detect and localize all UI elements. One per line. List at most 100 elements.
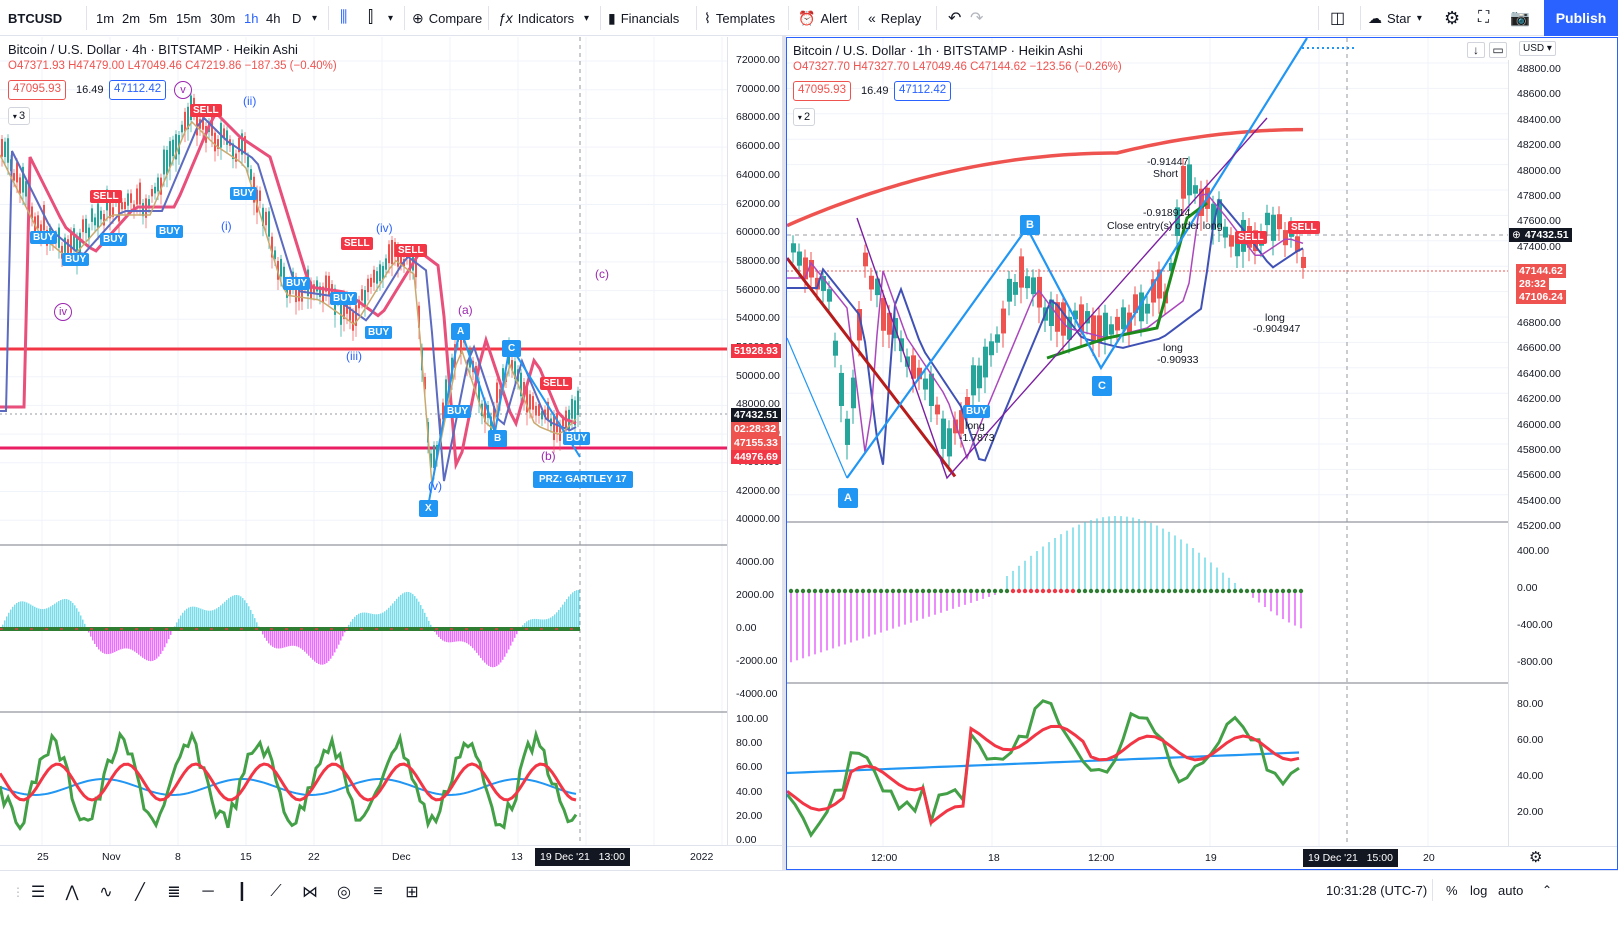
candle-body [484, 401, 486, 423]
timeframe-d[interactable]: D [292, 10, 302, 26]
drag-handle-icon[interactable]: ⋮ [12, 885, 24, 899]
candle-chart-type-icon[interactable]: ⫿ [368, 9, 374, 26]
horizontal-line-icon[interactable]: ─ [202, 883, 214, 900]
candles-icon[interactable]: ┃ [237, 884, 247, 901]
chart-splitter[interactable] [782, 36, 786, 870]
timeframe-5m[interactable]: 5m [149, 10, 168, 26]
pattern-point-x: X [419, 500, 438, 517]
elliott-wave-icon[interactable]: ∿ [99, 884, 113, 901]
right-last-price-tag: ⊕ 47432.51 [1509, 228, 1572, 242]
right-time-axis[interactable]: 12:00 18 12:00 19 20 [787, 846, 1617, 869]
macd-dot [1034, 588, 1040, 594]
right-indicator-toggle[interactable]: ▾ 2 [793, 108, 815, 126]
left-bid-box[interactable]: 47095.93 [8, 80, 66, 100]
macd-dot [1010, 588, 1016, 594]
left-ask-box[interactable]: 47112.42 [109, 80, 167, 100]
ray-icon[interactable]: ╱ [135, 884, 145, 901]
financials-button[interactable]: ▮ Financials [608, 9, 680, 26]
gear-icon[interactable]: ⚙ [1444, 7, 1461, 28]
publish-button[interactable]: Publish [1544, 0, 1618, 36]
macd-bar [212, 610, 214, 629]
candle-body [496, 382, 498, 403]
candle-body [343, 293, 345, 319]
clock-display[interactable]: 10:31:28 (UTC-7) [1326, 883, 1428, 898]
compare-button[interactable]: ⊕ Compare [412, 9, 483, 26]
symbol-search-button[interactable]: BTCUSD [8, 0, 62, 36]
rsi-tick-label: 40.00 [736, 785, 763, 798]
candle-body [85, 218, 87, 234]
star-button[interactable]: ☁ Star ▾ [1368, 9, 1422, 26]
right-bid-box[interactable]: 47095.93 [793, 81, 851, 101]
settings-gear-icon[interactable]: ⚙ [1529, 849, 1543, 866]
time-tick-label: Nov [102, 851, 121, 863]
candle-body [385, 258, 387, 270]
bar-chart-type-icon[interactable]: ⫼ [340, 9, 348, 26]
fullscreen-icon[interactable]: ⛶ [1478, 9, 1490, 26]
macd-bar [120, 629, 122, 650]
candle-body [418, 305, 420, 328]
timeframe-2m[interactable]: 2m [122, 10, 141, 26]
price-tick-label: 46200.00 [1517, 393, 1561, 406]
candle-body [223, 128, 225, 138]
percent-toggle[interactable]: % [1446, 883, 1458, 898]
line-tool-icon[interactable]: ⟋ [270, 883, 282, 900]
right-ask-box[interactable]: 47112.42 [894, 81, 952, 101]
candle-body [415, 254, 417, 278]
moving-average-line [1046, 201, 1208, 360]
candle-body [1199, 188, 1204, 216]
macd-dot [884, 588, 890, 594]
rsi-tick-label: 20.00 [736, 809, 763, 822]
log-toggle[interactable]: log [1470, 883, 1488, 898]
grid-tool-icon[interactable]: ⊞ [405, 884, 419, 901]
macd-bar [216, 608, 218, 629]
maximize-icon[interactable]: ▭ [1489, 42, 1507, 58]
currency-selector[interactable]: USD ▾ [1519, 41, 1556, 56]
left-indicator-toggle[interactable]: ▾ 3 [8, 107, 30, 125]
templates-button[interactable]: ⌇ Templates [704, 9, 776, 26]
macd-bar [560, 607, 562, 629]
indicators-dropdown-icon[interactable]: ▾ [584, 12, 590, 24]
macd-bar [60, 600, 62, 629]
camera-icon[interactable]: 📷 [1510, 10, 1530, 27]
redo-icon[interactable]: ↷ [970, 10, 984, 27]
channel-icon[interactable]: ≣ [167, 884, 181, 901]
timeframe-30m[interactable]: 30m [210, 10, 236, 26]
macd-dot [998, 588, 1004, 594]
candle-body [187, 106, 189, 130]
timeframe-1h[interactable]: 1h [244, 10, 259, 26]
macd-bar [220, 605, 222, 629]
macd-dot [878, 588, 884, 594]
layout-icon[interactable]: ◫ [1330, 10, 1346, 27]
timeframe-1m[interactable]: 1m [96, 10, 115, 26]
macd-bar [294, 629, 296, 646]
right-price-scale[interactable]: 48800.00 48600.00 48400.00 48200.00 48000.00… [1508, 60, 1617, 846]
macd-bar [460, 629, 462, 642]
macd-bar [200, 608, 202, 629]
candle-body [328, 275, 330, 295]
right-chart-pane[interactable]: Bitcoin / U.S. Dollar · 1h · BITSTAMP · … [786, 37, 1618, 870]
download-icon[interactable]: ↓ [1467, 42, 1485, 58]
macd-bar [512, 629, 514, 642]
timeframe-4h[interactable]: 4h [266, 10, 281, 26]
left-current-price-tag: 47155.33 [731, 436, 781, 450]
alert-button[interactable]: ⏰ Alert [798, 9, 848, 26]
pattern-icon[interactable]: ⋀ [65, 884, 79, 901]
auto-toggle[interactable]: auto [1498, 883, 1524, 898]
left-chart-pane[interactable]: Bitcoin / U.S. Dollar · 4h · BITSTAMP · … [0, 37, 782, 870]
bars-tool-icon[interactable]: ≡ [373, 883, 383, 900]
left-time-axis[interactable]: 25 Nov 8 15 22 Dec 13 2022 [0, 845, 782, 869]
replay-button[interactable]: «Replay [868, 10, 922, 26]
trend-lines-icon[interactable]: ☰ [30, 884, 46, 901]
undo-icon[interactable]: ↶ [948, 10, 962, 27]
indicators-button[interactable]: ƒx Indicators [498, 10, 575, 26]
spiral-icon[interactable]: ◎ [337, 884, 351, 901]
timeframe-dropdown-icon[interactable]: ▾ [312, 12, 318, 24]
price-tick-label: 45400.00 [1517, 494, 1561, 507]
xabcd-pattern-icon[interactable]: ⋈ [302, 884, 318, 901]
expand-icon[interactable]: ⌃ [1542, 883, 1553, 897]
price-tick-label: 46800.00 [1517, 317, 1561, 329]
timeframe-15m[interactable]: 15m [176, 10, 202, 26]
macd-dot [1238, 588, 1244, 594]
chart-type-dropdown-icon[interactable]: ▾ [388, 12, 394, 24]
macd-bar [310, 629, 312, 658]
